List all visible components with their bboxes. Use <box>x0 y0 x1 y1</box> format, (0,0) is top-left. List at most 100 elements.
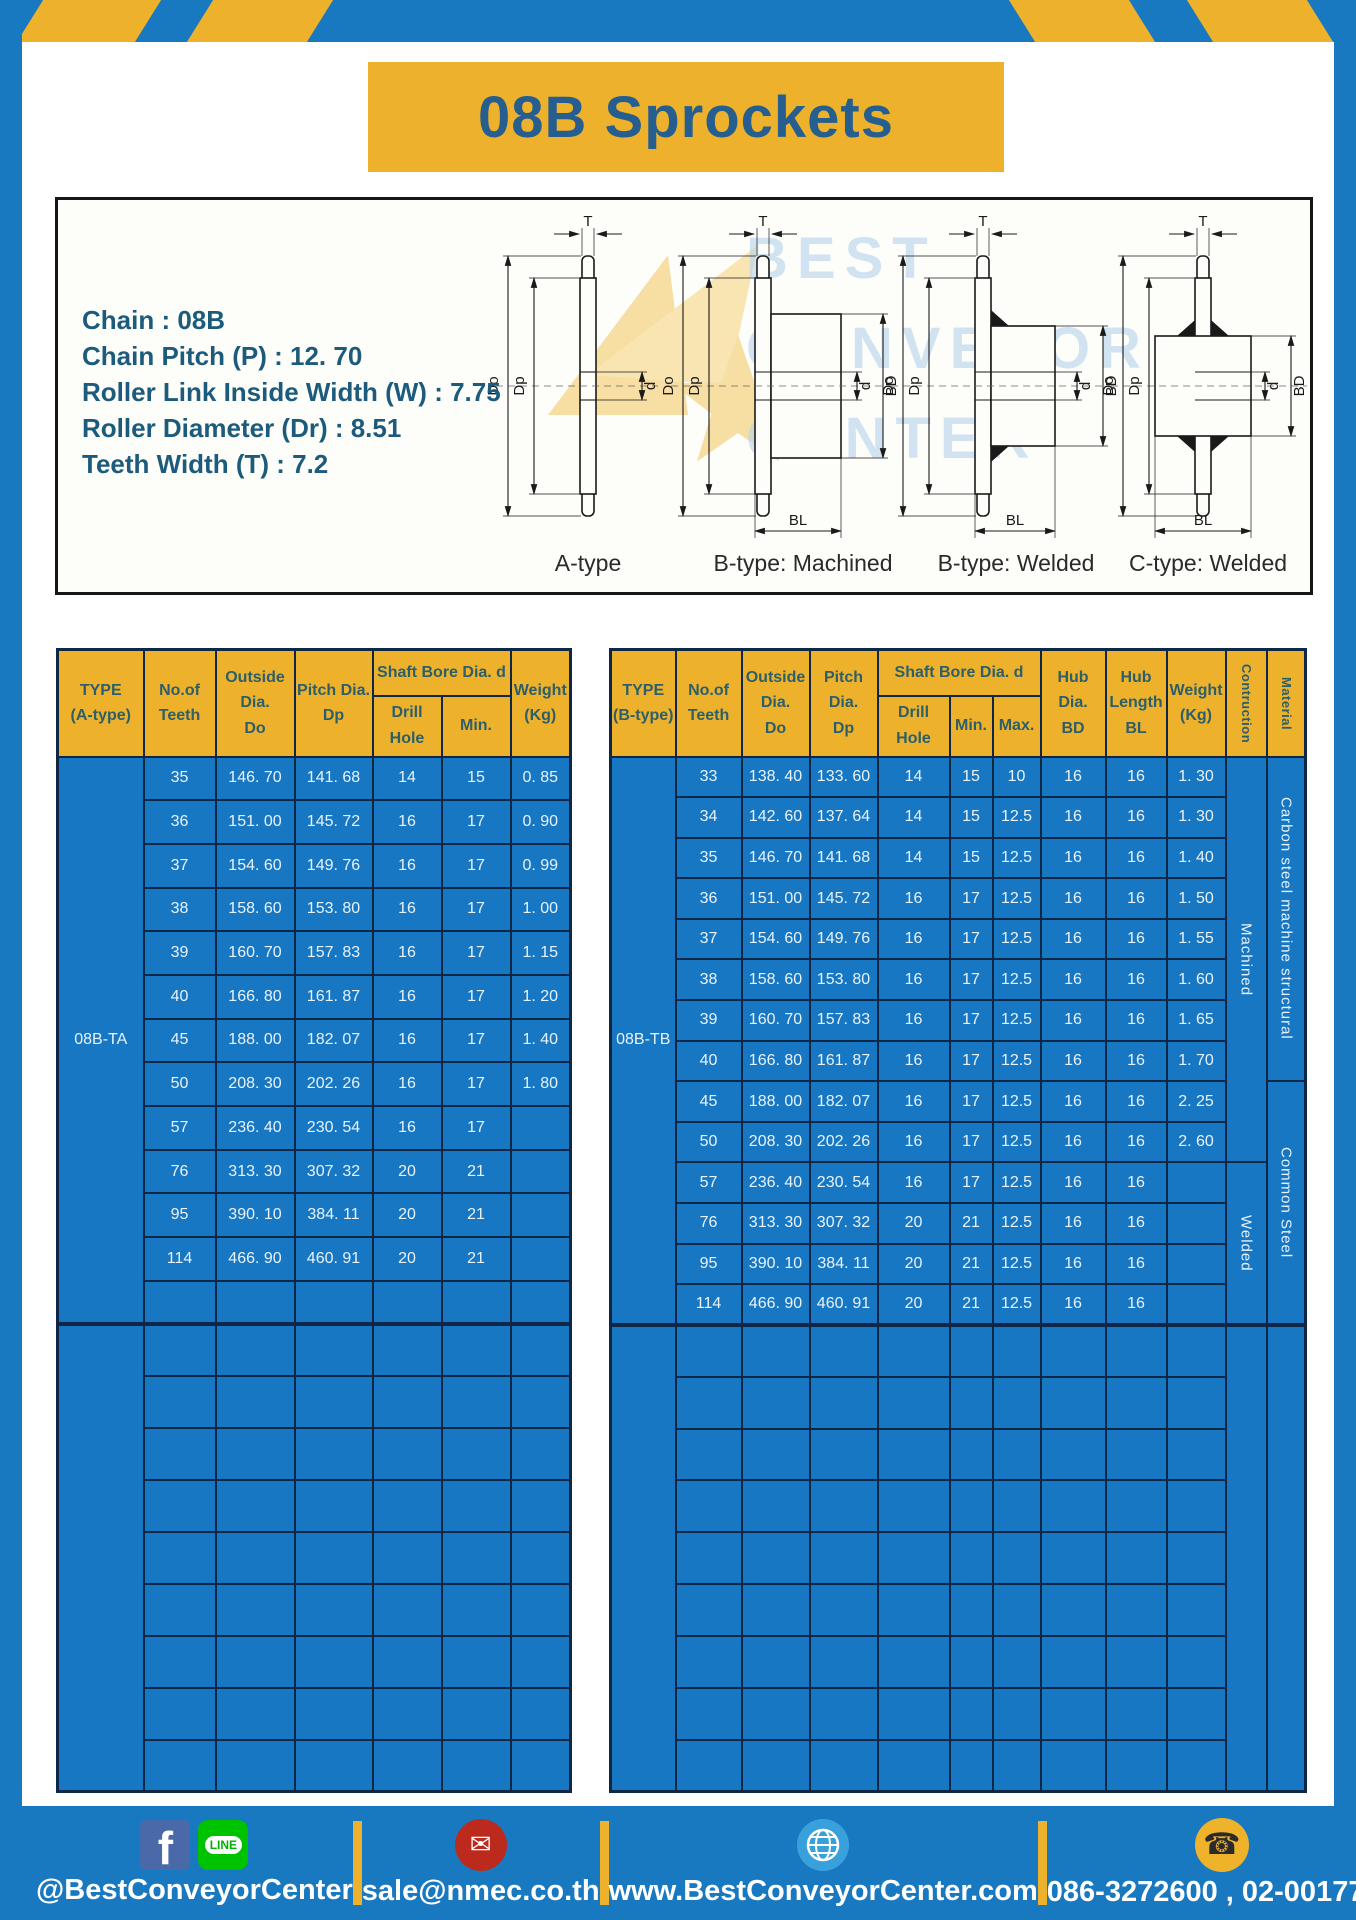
table-cell-empty <box>440 1375 512 1430</box>
table-cell: 157. 83 <box>293 930 374 976</box>
table-cell: 20 <box>876 1242 951 1286</box>
table-cell-empty <box>808 1583 879 1638</box>
table-cell: 17 <box>948 999 994 1042</box>
table-cell: 16 <box>1039 1283 1107 1326</box>
table-cell-empty <box>674 1531 743 1586</box>
table-cell-empty <box>509 1582 572 1637</box>
table-cell-empty <box>214 1479 296 1533</box>
table-cell-empty <box>1104 1479 1168 1534</box>
table-row <box>58 1686 572 1741</box>
globe-icon <box>797 1818 850 1871</box>
table-cell: 12.5 <box>991 999 1042 1042</box>
table-cell: 158. 60 <box>740 958 811 1002</box>
table-cell <box>509 1105 572 1151</box>
table-cell-empty <box>740 1635 811 1690</box>
table-cell: 16 <box>1104 917 1168 961</box>
table-cell-empty <box>991 1427 1042 1482</box>
table-cell: 0. 85 <box>509 755 572 802</box>
table-cell: 307. 32 <box>293 1148 374 1195</box>
material-cell: Common Steel <box>1265 1080 1307 1326</box>
table-cell: 16 <box>371 930 443 976</box>
table-cell-empty <box>991 1531 1042 1586</box>
table-cell: 157. 83 <box>808 999 879 1042</box>
table-cell: 16 <box>1104 796 1168 839</box>
table-cell: 12.5 <box>991 796 1042 839</box>
table-cell-empty <box>440 1634 512 1689</box>
caption-b-type-welded: B-type: Welded <box>937 550 1095 576</box>
table-cell-empty <box>1165 1531 1227 1586</box>
table-cell-empty <box>1165 1479 1227 1534</box>
table-cell: 1. 00 <box>509 886 572 933</box>
table-cell: 15 <box>948 796 994 839</box>
table-cell: 16 <box>1039 877 1107 920</box>
table-cell: 1. 55 <box>1165 917 1227 961</box>
table-cell: 12.5 <box>991 1283 1042 1326</box>
table-cell-empty <box>1104 1322 1168 1378</box>
table-cell-empty <box>142 1686 217 1741</box>
table-cell: 16 <box>1104 755 1168 799</box>
table-cell: 15 <box>440 755 512 802</box>
table-cell-empty <box>948 1531 994 1586</box>
table-cell: 12.5 <box>991 958 1042 1002</box>
table-cell: 16 <box>1039 1242 1107 1286</box>
dim-label-bore: d <box>642 382 659 390</box>
table-cell-empty <box>740 1738 811 1793</box>
table-cell: 1. 50 <box>1165 877 1227 920</box>
table-row: 37 154. 60 149. 76 16 17 0. 99 <box>58 842 572 889</box>
stripe-decoration <box>14 0 164 42</box>
header-drill-hole: Drill Hole <box>876 694 951 758</box>
header-shaft-bore: Shaft Bore Dia. d <box>371 648 512 697</box>
table-row <box>58 1375 572 1430</box>
table-cell: 236. 40 <box>214 1105 296 1151</box>
sprocket-drawing-c-welded: T Do Dp d BD BL <box>1100 213 1308 538</box>
table-cell: 16 <box>1039 917 1107 961</box>
table-cell-empty <box>948 1635 994 1690</box>
table-cell: 50 <box>674 1120 743 1164</box>
footer-phone: ☎ 086-3272600 , 02-0017766 <box>1047 1817 1356 1909</box>
table-cell-empty <box>876 1427 951 1482</box>
table-cell: 141. 68 <box>293 755 374 802</box>
table-cell-empty <box>674 1427 743 1482</box>
table-cell-empty <box>876 1375 951 1430</box>
table-cell <box>440 1279 512 1326</box>
table-row: 40 166. 80 161. 87 16 17 12.5 16 16 1. 70 <box>611 1039 1306 1083</box>
dim-label-outside: Do <box>485 376 502 395</box>
dim-label-t: T <box>758 213 767 230</box>
table-cell: 20 <box>371 1236 443 1282</box>
table-cell: 160. 70 <box>214 930 296 976</box>
table-cell-empty <box>876 1322 951 1378</box>
spec-line-roller-width: Roller Link Inside Width (W) : 7.75 <box>82 377 501 407</box>
dim-label-hub_dia: BD <box>1291 375 1308 396</box>
table-cell: 1. 65 <box>1165 999 1227 1042</box>
table-cell-empty <box>808 1375 879 1430</box>
social-icons: f LINE <box>140 1819 249 1870</box>
table-row: 08B-TB 33 138. 40 133. 60 14 15 10 16 16 1. 30 Mac… <box>609 755 1307 1326</box>
table-row: 37 154. 60 149. 76 16 17 12.5 16 16 1. 55 <box>611 917 1306 961</box>
table-cell-empty <box>876 1479 951 1534</box>
table-cell: 1. 15 <box>509 930 572 976</box>
table-cell-empty <box>1039 1635 1107 1690</box>
table-row: 38 158. 60 153. 80 16 17 1. 00 <box>58 886 572 933</box>
table-row: 76 313. 30 307. 32 20 21 12.5 16 16 <box>611 1202 1306 1245</box>
table-cell-empty <box>142 1427 217 1482</box>
table-row <box>611 1531 1306 1586</box>
footer-divider <box>1037 1821 1047 1905</box>
table-cell: 17 <box>440 842 512 889</box>
type-cell-empty <box>56 1322 145 1793</box>
table-cell: 151. 00 <box>214 799 296 845</box>
table-cell-empty <box>808 1531 879 1586</box>
material-cell-empty <box>1265 1322 1307 1793</box>
table-row <box>58 1582 572 1637</box>
header-type: TYPE (B-type) <box>609 648 677 758</box>
table-cell: 14 <box>876 796 951 839</box>
table-cell: 14 <box>876 755 951 799</box>
weld-fillet <box>1211 320 1229 336</box>
table-cell-empty <box>214 1375 296 1430</box>
table-cell: 16 <box>371 886 443 933</box>
mail-glyph: ✉ <box>469 1829 492 1860</box>
table-cell <box>509 1148 572 1195</box>
drawing-captions: A-type B-type: Machined B-type: Welded C… <box>58 550 1310 582</box>
table-cell-empty <box>1104 1635 1168 1690</box>
table-cell <box>214 1279 296 1326</box>
table-cell: 146. 70 <box>214 755 296 802</box>
